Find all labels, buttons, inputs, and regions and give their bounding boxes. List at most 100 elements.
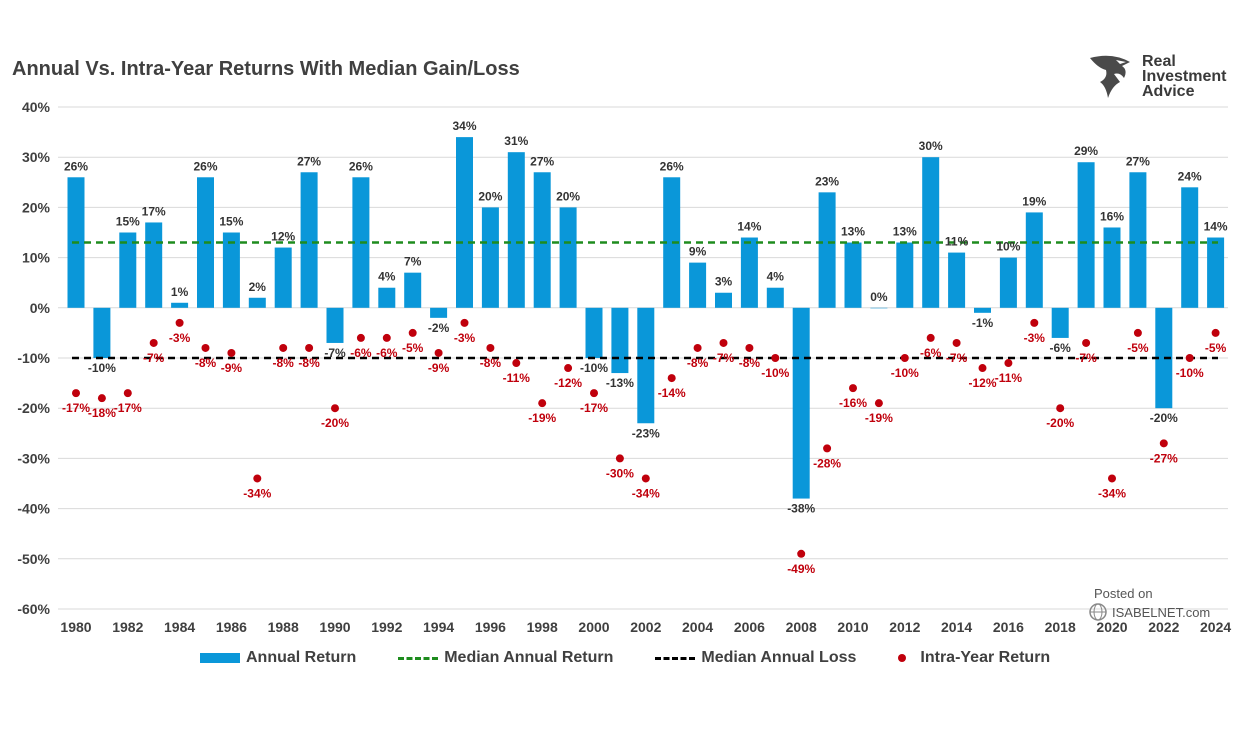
- bar-2011: [870, 307, 888, 309]
- bar-2021: [1129, 172, 1147, 308]
- x-tick-label: 2012: [889, 619, 920, 635]
- x-tick-label: 1996: [475, 619, 506, 635]
- bar-1993: [404, 272, 422, 308]
- legend-median-annual-return: Median Annual Return: [398, 649, 613, 667]
- intra-dot-2017: [1030, 318, 1039, 327]
- x-tick-label: 2008: [786, 619, 817, 635]
- x-axis-labels: 1980 1982 1984 1986 1988 1990 1992 1994 1996 1998…: [60, 619, 1231, 635]
- legend-dot-swatch: [898, 654, 907, 662]
- x-tick-label: 2022: [1148, 619, 1179, 635]
- intra-label-2016: -11%: [995, 371, 1023, 385]
- legend-label: Median Annual Loss: [701, 649, 857, 666]
- intra-label-1987: -34%: [243, 486, 271, 500]
- intra-dot-1994: [434, 348, 443, 357]
- intra-dot-2015: [978, 364, 987, 373]
- bar-2020: [1103, 227, 1121, 308]
- intra-label-2007: -10%: [761, 366, 789, 380]
- intra-label-1982: -17%: [114, 401, 142, 415]
- intra-dot-1986: [227, 348, 236, 357]
- intra-label-2005: -7%: [713, 351, 735, 365]
- x-tick-label: 1982: [112, 619, 143, 635]
- intra-dot-2024: [1211, 328, 1220, 337]
- intra-dot-2010: [849, 384, 857, 393]
- intra-label-2000: -17%: [580, 401, 608, 415]
- intra-dot-1987: [253, 474, 262, 483]
- y-tick-label: -30%: [17, 450, 50, 466]
- bar-1988: [274, 247, 292, 308]
- intra-label-1983: -7%: [143, 351, 165, 365]
- eagle-icon: [1090, 55, 1130, 98]
- intra-label-1992: -6%: [376, 346, 398, 360]
- bar-2003: [663, 177, 681, 308]
- bar-2014: [948, 252, 966, 308]
- x-tick-label: 1988: [268, 619, 299, 635]
- intra-label-2013: -6%: [920, 346, 942, 360]
- intra-label-1984: -3%: [169, 331, 191, 345]
- bar-label-1989: 27%: [297, 154, 321, 168]
- bar-1998: [533, 172, 551, 308]
- bar-1983: [145, 222, 163, 308]
- legend: Annual Return Median Annual Return Media…: [200, 648, 1092, 668]
- intra-dot-2003: [667, 374, 676, 383]
- bar-2001: [611, 307, 629, 374]
- bar-label-2022: -20%: [1150, 411, 1178, 425]
- bar-2007: [766, 287, 784, 308]
- intra-dot-2007: [771, 354, 780, 362]
- intra-label-2004: -8%: [687, 356, 709, 370]
- bar-2019: [1077, 162, 1095, 308]
- bar-label-1995: 34%: [452, 119, 476, 133]
- intra-dot-2009: [823, 444, 832, 453]
- y-tick-label: 10%: [22, 250, 51, 266]
- legend-intra-year-return: Intra-Year Return: [898, 649, 1050, 667]
- legend-median-annual-loss: Median Annual Loss: [655, 649, 856, 667]
- bar-label-2008: -38%: [787, 502, 815, 516]
- bar-2006: [740, 237, 758, 308]
- bar-label-2021: 27%: [1126, 154, 1150, 168]
- intra-dot-1985: [201, 343, 210, 352]
- bar-label-1993: 7%: [404, 255, 422, 269]
- intra-label-1999: -12%: [554, 376, 582, 390]
- bar-1992: [378, 287, 396, 308]
- intra-label-2015: -12%: [968, 376, 996, 390]
- intra-dot-2008: [797, 549, 806, 558]
- bar-label-2001: -13%: [606, 376, 634, 390]
- bar-1999: [559, 207, 577, 308]
- y-tick-label: -10%: [17, 350, 50, 366]
- intra-dot-1991: [356, 333, 365, 342]
- intra-dot-1999: [564, 364, 573, 373]
- x-tick-label: 2006: [734, 619, 765, 635]
- y-tick-label: -20%: [17, 400, 50, 416]
- bar-label-1980: 26%: [64, 159, 88, 173]
- legend-bar-swatch: [200, 653, 240, 663]
- intra-dot-2018: [1056, 404, 1065, 413]
- intra-dot-1990: [331, 404, 339, 413]
- y-tick-label: 40%: [22, 99, 51, 115]
- bar-2010: [844, 242, 862, 308]
- bar-label-2015: -1%: [972, 316, 994, 330]
- isabelnet-text: ISABELNET.com: [1112, 604, 1211, 620]
- intra-label-1991: -6%: [350, 346, 372, 360]
- bar-2017: [1025, 212, 1043, 308]
- bar-label-2004: 9%: [689, 245, 707, 259]
- chart-title: Annual Vs. Intra-Year Returns With Media…: [12, 58, 520, 80]
- intra-label-1993: -5%: [402, 341, 424, 355]
- bar-label-2010: 13%: [841, 225, 865, 239]
- intra-dot-1980: [72, 389, 80, 398]
- intra-label-1994: -9%: [428, 361, 450, 375]
- intra-dot-2000: [590, 389, 598, 398]
- ria-logo: Real Investment Advice: [1086, 52, 1236, 102]
- intra-label-2017: -3%: [1024, 331, 1046, 345]
- bar-label-2017: 19%: [1022, 194, 1046, 208]
- bar-2002: [637, 307, 655, 424]
- intra-year-dots: [72, 318, 1220, 558]
- bar-label-1983: 17%: [142, 204, 166, 218]
- intra-dot-2004: [693, 343, 702, 352]
- bar-label-2014: 11%: [945, 235, 969, 249]
- intra-label-1980: -17%: [62, 401, 90, 415]
- intra-label-1986: -9%: [221, 361, 243, 375]
- bar-1994: [430, 307, 448, 318]
- intra-label-1998: -19%: [528, 411, 556, 425]
- bar-label-1992: 4%: [378, 270, 396, 284]
- bar-label-1990: -7%: [324, 346, 346, 360]
- bar-2013: [922, 157, 940, 308]
